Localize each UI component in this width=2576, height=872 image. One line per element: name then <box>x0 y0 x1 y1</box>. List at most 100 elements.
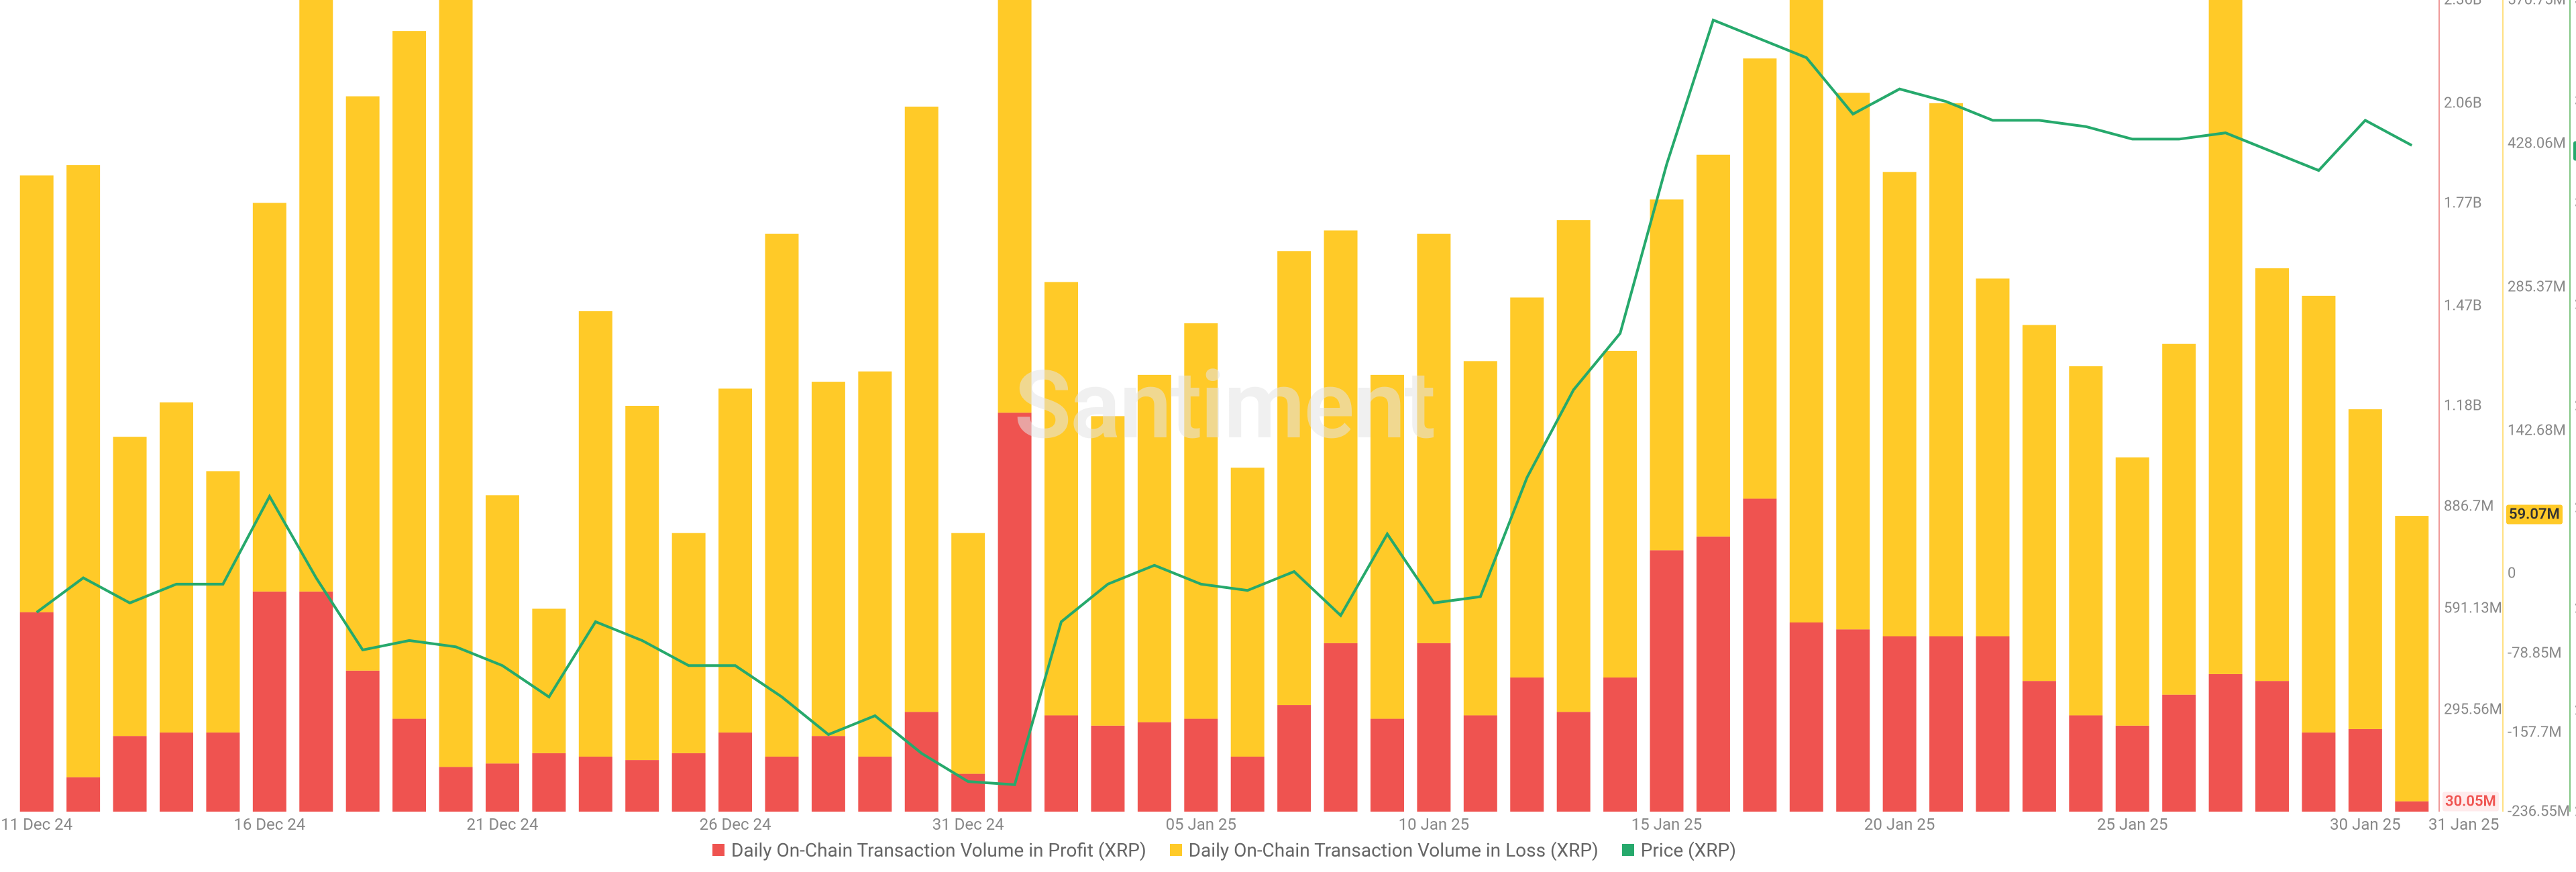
bar-profit[interactable] <box>1697 537 1730 812</box>
bar-profit[interactable] <box>2255 681 2289 812</box>
bar-profit[interactable] <box>113 736 147 812</box>
bar-loss[interactable] <box>1371 375 1404 719</box>
bar-profit[interactable] <box>1510 677 1544 812</box>
bar-profit[interactable] <box>66 777 100 812</box>
bar-profit[interactable] <box>2349 729 2382 812</box>
bar-loss[interactable] <box>858 372 892 757</box>
bar-profit[interactable] <box>1371 719 1404 812</box>
bar-loss[interactable] <box>20 175 54 612</box>
bar-profit[interactable] <box>2209 674 2243 812</box>
bar-loss[interactable] <box>392 31 426 718</box>
bar-loss[interactable] <box>951 533 985 774</box>
bar-loss[interactable] <box>1510 297 1544 677</box>
bar-loss[interactable] <box>625 406 659 760</box>
bar-loss[interactable] <box>1231 468 1265 757</box>
bar-profit[interactable] <box>2023 681 2056 812</box>
bar-loss[interactable] <box>1557 220 1591 712</box>
bar-loss[interactable] <box>486 495 519 763</box>
bar-profit[interactable] <box>1836 629 1870 812</box>
bar-loss[interactable] <box>1184 323 1218 719</box>
bar-loss[interactable] <box>718 388 752 732</box>
bar-profit[interactable] <box>1044 715 1078 812</box>
bar-profit[interactable] <box>346 671 380 812</box>
bar-loss[interactable] <box>765 234 798 757</box>
bar-profit[interactable] <box>718 732 752 812</box>
bar-profit[interactable] <box>1603 677 1637 812</box>
bar-loss[interactable] <box>2349 409 2382 729</box>
bar-profit[interactable] <box>951 774 985 812</box>
bar-loss[interactable] <box>1138 375 1171 722</box>
bar-loss[interactable] <box>1883 172 1917 636</box>
bar-loss[interactable] <box>812 382 845 736</box>
bar-loss[interactable] <box>532 609 566 753</box>
bar-loss[interactable] <box>672 533 706 753</box>
legend-item-profit[interactable]: Daily On-Chain Transaction Volume in Pro… <box>712 839 1146 861</box>
bar-profit[interactable] <box>1231 757 1265 812</box>
bar-profit[interactable] <box>1650 550 1684 812</box>
bar-profit[interactable] <box>532 753 566 812</box>
bar-profit[interactable] <box>439 767 473 812</box>
bar-loss[interactable] <box>1603 351 1637 677</box>
bar-profit[interactable] <box>998 413 1032 812</box>
bar-profit[interactable] <box>2069 715 2102 812</box>
bar-profit[interactable] <box>1184 719 1218 812</box>
bar-loss[interactable] <box>1929 103 1963 637</box>
bar-profit[interactable] <box>579 757 612 812</box>
bar-loss[interactable] <box>1976 278 2009 636</box>
bar-loss[interactable] <box>2209 0 2243 674</box>
bar-profit[interactable] <box>2116 726 2149 812</box>
bar-loss[interactable] <box>2302 296 2335 732</box>
bar-profit[interactable] <box>858 757 892 812</box>
bar-loss[interactable] <box>2023 325 2056 682</box>
bar-profit[interactable] <box>160 732 193 812</box>
bar-profit[interactable] <box>1929 637 1963 812</box>
bar-profit[interactable] <box>1417 643 1450 812</box>
bar-loss[interactable] <box>1324 231 1358 643</box>
bar-profit[interactable] <box>1743 498 1776 812</box>
bar-loss[interactable] <box>253 203 286 592</box>
bar-loss[interactable] <box>2162 344 2196 695</box>
bar-profit[interactable] <box>1091 726 1124 812</box>
bar-loss[interactable] <box>2255 268 2289 681</box>
bar-profit[interactable] <box>625 760 659 812</box>
bar-loss[interactable] <box>113 437 147 736</box>
bar-loss[interactable] <box>1790 0 1823 622</box>
bar-profit[interactable] <box>2162 695 2196 812</box>
bar-profit[interactable] <box>765 757 798 812</box>
bar-loss[interactable] <box>905 107 938 712</box>
bar-profit[interactable] <box>1883 637 1917 812</box>
bar-loss[interactable] <box>1464 361 1497 715</box>
bar-profit[interactable] <box>486 763 519 812</box>
legend-item-loss[interactable]: Daily On-Chain Transaction Volume in Los… <box>1170 839 1599 861</box>
bar-profit[interactable] <box>1557 712 1591 812</box>
bar-profit[interactable] <box>672 753 706 812</box>
bar-loss[interactable] <box>1091 416 1124 725</box>
bar-profit[interactable] <box>392 719 426 812</box>
bar-loss[interactable] <box>1044 282 1078 715</box>
bar-loss[interactable] <box>998 0 1032 413</box>
bar-loss[interactable] <box>160 402 193 732</box>
bar-loss[interactable] <box>2116 457 2149 726</box>
bar-profit[interactable] <box>2302 732 2335 812</box>
bar-loss[interactable] <box>1417 234 1450 643</box>
bar-profit[interactable] <box>299 592 333 812</box>
bar-loss[interactable] <box>299 0 333 592</box>
bar-loss[interactable] <box>2395 516 2428 802</box>
bar-loss[interactable] <box>1650 199 1684 550</box>
legend-item-price[interactable]: Price (XRP) <box>1622 839 1736 861</box>
bar-profit[interactable] <box>812 736 845 812</box>
bar-loss[interactable] <box>1697 155 1730 537</box>
bar-profit[interactable] <box>1277 705 1311 812</box>
bar-profit[interactable] <box>1976 637 2009 812</box>
bar-loss[interactable] <box>1277 251 1311 705</box>
bar-loss[interactable] <box>1743 58 1776 498</box>
bar-loss[interactable] <box>579 311 612 757</box>
bar-profit[interactable] <box>253 592 286 812</box>
bar-loss[interactable] <box>346 97 380 671</box>
bar-loss[interactable] <box>2069 366 2102 715</box>
bar-profit[interactable] <box>20 612 54 812</box>
bar-profit[interactable] <box>1464 715 1497 812</box>
bar-loss[interactable] <box>66 165 100 777</box>
bar-profit[interactable] <box>206 732 239 812</box>
bar-profit[interactable] <box>2395 802 2428 812</box>
